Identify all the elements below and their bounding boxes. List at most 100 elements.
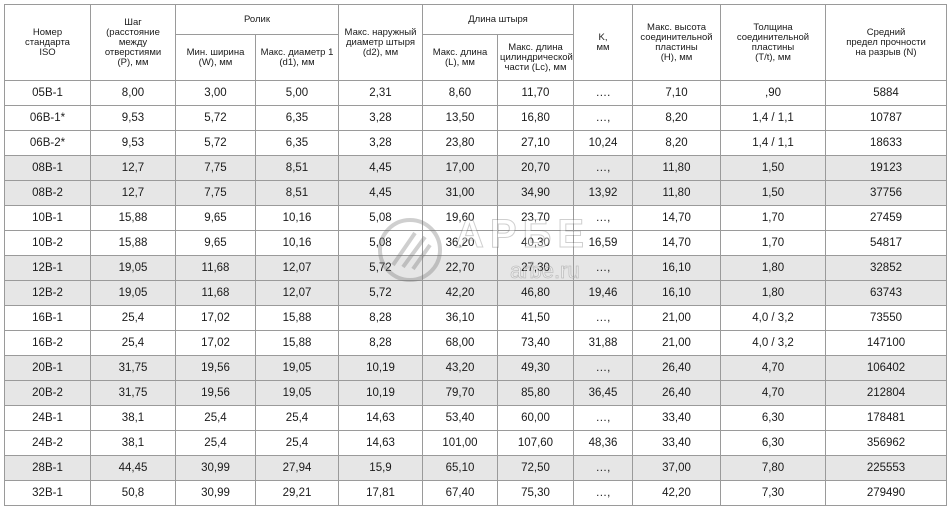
table-cell: 4,45 xyxy=(338,155,423,181)
table-cell: 08B-2 xyxy=(4,180,91,206)
table-cell: 12,7 xyxy=(90,180,176,206)
table-cell: 16B-1 xyxy=(4,305,91,331)
table-cell: 25,4 xyxy=(255,430,339,456)
table-cell: 16,59 xyxy=(573,230,634,256)
spec-table: Номер стандарта ISO Шаг (расстояние межд… xyxy=(4,4,948,506)
table-cell: 31,75 xyxy=(90,355,176,381)
table-cell: 11,80 xyxy=(632,155,722,181)
table-cell: 54817 xyxy=(825,230,948,256)
table-cell: 8,28 xyxy=(338,305,423,331)
table-cell: 1,80 xyxy=(720,280,827,306)
table-cell: 5,72 xyxy=(338,255,423,281)
table-cell: 31,75 xyxy=(90,380,176,406)
table-row: 05B-1 8,00 3,00 5,00 2,31 8,60 11,70…. 7,10,90 5… xyxy=(4,80,948,106)
table-cell: 20B-1 xyxy=(4,355,91,381)
table-row: 24B-1 38,1 25,4 25,4 14,63 53,40 60,00…, 33,40 6… xyxy=(4,405,948,431)
table-cell: 8,60 xyxy=(422,80,498,106)
header-group: Длина штыря xyxy=(421,4,575,35)
table-cell: 26,40 xyxy=(632,380,722,406)
table-cell: 14,63 xyxy=(338,430,423,456)
table-cell: 1,80 xyxy=(720,255,827,281)
header-cell: Макс. длина цилиндрической части (Lc), м… xyxy=(496,34,575,81)
table-cell: 23,70 xyxy=(496,205,575,231)
table-cell: 6,35 xyxy=(255,130,339,156)
table-cell: 37,00 xyxy=(632,455,722,481)
table-cell: 48,36 xyxy=(573,430,634,456)
table-cell: 41,50 xyxy=(496,305,575,331)
table-cell: 36,10 xyxy=(422,305,498,331)
table-cell: 29,21 xyxy=(255,480,339,506)
table-cell: 19123 xyxy=(825,155,948,181)
header-cell: Толщина соединительной пластины (T/t), м… xyxy=(720,4,827,81)
header-cell: Шаг (расстояние между отверстиями (P), м… xyxy=(90,4,176,81)
table-cell: 25,4 xyxy=(175,430,256,456)
table-row: 10B-1 15,88 9,65 10,16 5,08 19,60 23,70…, 14,70… xyxy=(4,205,948,231)
table-cell: 8,51 xyxy=(255,155,339,181)
table-cell: 36,20 xyxy=(422,230,498,256)
table-cell: 17,81 xyxy=(338,480,423,506)
header-cell: Средний предел прочности на разрыв (N) xyxy=(825,4,948,81)
table-cell: 20B-2 xyxy=(4,380,91,406)
table-cell: 11,68 xyxy=(175,255,256,281)
table-cell: 16B-2 xyxy=(4,330,91,356)
table-cell: 1,50 xyxy=(720,155,827,181)
table-cell: …, xyxy=(573,255,634,281)
table-cell: 4,0 / 3,2 xyxy=(720,305,827,331)
table-cell: 10,16 xyxy=(255,230,339,256)
table-cell: 30,99 xyxy=(175,455,256,481)
table-cell: 12B-1 xyxy=(4,255,91,281)
table-cell: 12,07 xyxy=(255,255,339,281)
table-row: 06B-2* 9,53 5,72 6,35 3,28 23,80 27,10 10,24 8,2… xyxy=(4,130,948,156)
table-cell: …, xyxy=(573,480,634,506)
table-cell: ,90 xyxy=(720,80,827,106)
table-cell: …, xyxy=(573,205,634,231)
table-cell: 46,80 xyxy=(496,280,575,306)
table-cell: 225553 xyxy=(825,455,948,481)
table-cell: 19,05 xyxy=(90,255,176,281)
table-cell: 42,20 xyxy=(422,280,498,306)
table-cell: 7,75 xyxy=(175,180,256,206)
table-cell: 85,80 xyxy=(496,380,575,406)
table-cell: 356962 xyxy=(825,430,948,456)
table-cell: 10B-2 xyxy=(4,230,91,256)
table-cell: 25,4 xyxy=(90,330,176,356)
table-cell: 9,65 xyxy=(175,230,256,256)
table-cell: 33,40 xyxy=(632,405,722,431)
header-cell: Макс. наружный диаметр штыря (d2), мм xyxy=(338,4,423,81)
table-cell: 19,05 xyxy=(255,380,339,406)
table-cell: …, xyxy=(573,305,634,331)
header-cell: Макс. длина (L), мм xyxy=(422,34,498,81)
table-row: 12B-2 19,05 11,68 12,07 5,72 42,20 46,80 19,46 1… xyxy=(4,280,948,306)
table-cell: 12,7 xyxy=(90,155,176,181)
table-cell: 73550 xyxy=(825,305,948,331)
table-cell: 4,0 / 3,2 xyxy=(720,330,827,356)
table-cell: 7,10 xyxy=(632,80,722,106)
table-cell: 7,30 xyxy=(720,480,827,506)
table-row: 10B-2 15,88 9,65 10,16 5,08 36,20 40,30 16,59 14… xyxy=(4,230,948,256)
table-cell: 8,20 xyxy=(632,130,722,156)
table-cell: 11,70 xyxy=(496,80,575,106)
table-cell: 178481 xyxy=(825,405,948,431)
table-cell: 107,60 xyxy=(496,430,575,456)
table-cell: 06B-1* xyxy=(4,105,91,131)
header-cell: Макс. диаметр 1 (d1), мм xyxy=(255,34,339,81)
table-row: 12B-1 19,05 11,68 12,07 5,72 22,70 27,30…, 16,1… xyxy=(4,255,948,281)
table-row: 08B-1 12,7 7,75 8,51 4,45 17,00 20,70…, 11,80 1,… xyxy=(4,155,948,181)
table-cell: 25,4 xyxy=(175,405,256,431)
table-cell: …. xyxy=(573,80,634,106)
table-cell: 3,28 xyxy=(338,130,423,156)
table-cell: 06B-2* xyxy=(4,130,91,156)
table-cell: 17,02 xyxy=(175,330,256,356)
table-cell: 36,45 xyxy=(573,380,634,406)
table-cell: 12B-2 xyxy=(4,280,91,306)
table-cell: 9,65 xyxy=(175,205,256,231)
table-cell: 4,70 xyxy=(720,380,827,406)
table-cell: 5,08 xyxy=(338,205,423,231)
table-row: 06B-1* 9,53 5,72 6,35 3,28 13,50 16,80…, 8,20 1,… xyxy=(4,105,948,131)
table-cell: 8,51 xyxy=(255,180,339,206)
table-cell: 1,50 xyxy=(720,180,827,206)
table-cell: 10787 xyxy=(825,105,948,131)
table-row: 24B-2 38,1 25,4 25,4 14,63 101,00 107,60 48,36 3… xyxy=(4,430,948,456)
table-cell: 9,53 xyxy=(90,130,176,156)
table-cell: 14,70 xyxy=(632,205,722,231)
